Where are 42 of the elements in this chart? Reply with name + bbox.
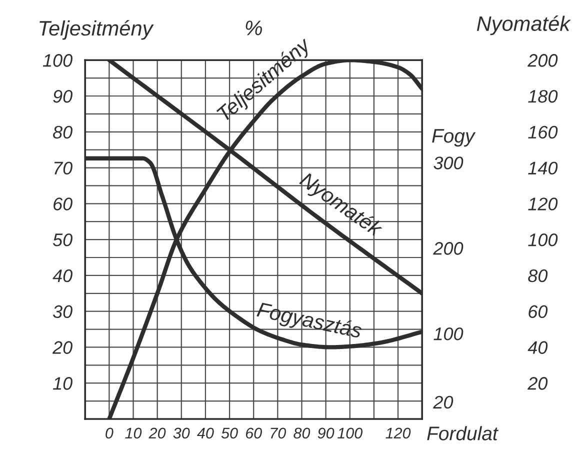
x-tick-label: 70: [270, 428, 286, 439]
y2-tick-label: 300: [434, 156, 464, 170]
x-tick-label: 20: [148, 428, 166, 439]
y-axis-title: Teljesitmény: [40, 20, 154, 40]
y-tick-label: 100: [42, 54, 72, 67]
y3-axis-title: Nyomaték: [476, 15, 571, 36]
y-tick-label: 50: [52, 233, 72, 246]
chart-title: %: [246, 20, 262, 36]
x-tick-label: 100: [338, 428, 362, 439]
y-tick-label: 60: [54, 198, 72, 210]
y2-axis-title: Fogy: [432, 129, 476, 147]
y3-tick-label: 160: [528, 126, 558, 139]
y3-tick-label: 100: [528, 233, 558, 246]
y2-tick-label: 20: [433, 396, 454, 409]
x-axis-title: Fordulat: [427, 426, 499, 440]
y-tick-label: 30: [52, 305, 72, 318]
y2-tick-label: 100: [434, 327, 464, 340]
y3-tick-label: 180: [528, 90, 558, 103]
y-tick-label: 10: [53, 377, 72, 390]
x-tick-label: 50: [221, 428, 238, 439]
x-tick-label: 40: [197, 428, 214, 439]
x-tick-label: 80: [294, 428, 310, 439]
x-tick-label: 90: [318, 428, 334, 439]
x-tick-label: 60: [246, 428, 262, 439]
y-tick-label: 20: [52, 341, 72, 354]
y-tick-label: 40: [52, 269, 72, 282]
x-tick-label: 10: [125, 428, 142, 439]
y3-tick-label: 80: [528, 269, 548, 282]
y3-tick-label: 120: [528, 198, 558, 210]
y3-tick-label: 140: [528, 162, 558, 174]
x-tick-label: 30: [173, 428, 190, 439]
y3-tick-label: 200: [528, 54, 558, 67]
y3-tick-label: 20: [528, 377, 548, 390]
y3-tick-label: 60: [528, 305, 548, 318]
y-tick-label: 90: [53, 90, 72, 103]
x-tick-label: 0: [106, 428, 114, 439]
y2-tick-label: 200: [433, 242, 464, 255]
x-tick-label: 120: [386, 428, 411, 439]
y-tick-label: 70: [54, 162, 72, 174]
text: Fogyasztás: [256, 301, 363, 342]
y3-tick-label: 40: [528, 341, 548, 354]
y-tick-label: 80: [53, 126, 72, 139]
